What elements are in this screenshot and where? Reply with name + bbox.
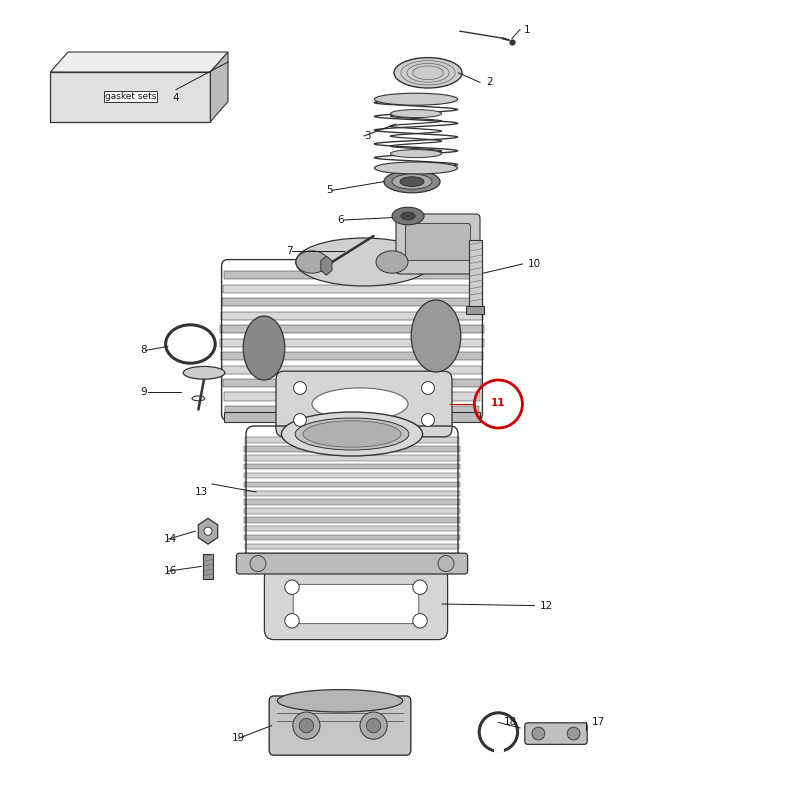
Ellipse shape bbox=[374, 162, 458, 174]
Bar bbox=[466, 306, 484, 314]
Ellipse shape bbox=[384, 170, 440, 193]
Text: 3: 3 bbox=[364, 131, 370, 141]
Bar bbox=[225, 406, 479, 414]
Bar bbox=[223, 379, 481, 387]
Bar bbox=[245, 534, 459, 540]
Bar bbox=[469, 240, 482, 306]
Text: 9: 9 bbox=[140, 387, 146, 397]
Bar bbox=[222, 298, 482, 306]
Polygon shape bbox=[198, 518, 218, 544]
Bar bbox=[244, 455, 460, 461]
Text: 10: 10 bbox=[528, 259, 541, 269]
Polygon shape bbox=[210, 52, 228, 122]
Ellipse shape bbox=[392, 174, 432, 190]
Bar bbox=[244, 482, 460, 487]
Ellipse shape bbox=[411, 300, 461, 372]
Bar bbox=[221, 338, 483, 346]
Ellipse shape bbox=[303, 421, 401, 447]
Ellipse shape bbox=[394, 58, 462, 88]
FancyBboxPatch shape bbox=[237, 554, 467, 574]
Ellipse shape bbox=[567, 727, 580, 740]
Text: gasket sets: gasket sets bbox=[105, 92, 156, 102]
Circle shape bbox=[422, 414, 434, 426]
Bar bbox=[244, 473, 460, 478]
Bar bbox=[244, 499, 460, 505]
Ellipse shape bbox=[390, 150, 442, 158]
FancyBboxPatch shape bbox=[265, 568, 448, 640]
Ellipse shape bbox=[401, 212, 415, 220]
FancyBboxPatch shape bbox=[269, 696, 411, 755]
Bar bbox=[245, 544, 459, 549]
Bar bbox=[245, 553, 459, 558]
Ellipse shape bbox=[295, 418, 409, 450]
Text: 17: 17 bbox=[592, 718, 606, 727]
Circle shape bbox=[360, 712, 387, 739]
Text: 14: 14 bbox=[164, 534, 178, 544]
Bar bbox=[224, 393, 480, 401]
Bar bbox=[244, 517, 460, 522]
Ellipse shape bbox=[374, 94, 458, 106]
Circle shape bbox=[299, 718, 314, 733]
Circle shape bbox=[204, 527, 212, 535]
Text: 19: 19 bbox=[232, 734, 246, 743]
Ellipse shape bbox=[296, 238, 432, 286]
Text: 7: 7 bbox=[286, 246, 293, 256]
Bar bbox=[221, 326, 483, 334]
Text: 13: 13 bbox=[194, 487, 208, 497]
Bar bbox=[223, 285, 481, 293]
Bar bbox=[244, 526, 460, 531]
Text: 5: 5 bbox=[326, 186, 333, 195]
Circle shape bbox=[294, 414, 306, 426]
Ellipse shape bbox=[532, 727, 545, 740]
Ellipse shape bbox=[312, 388, 408, 420]
Bar bbox=[243, 490, 461, 496]
Text: 12: 12 bbox=[540, 601, 554, 610]
Bar bbox=[245, 438, 459, 443]
Ellipse shape bbox=[296, 250, 328, 274]
Circle shape bbox=[438, 555, 454, 571]
Circle shape bbox=[422, 382, 434, 394]
Text: 8: 8 bbox=[140, 346, 146, 355]
Circle shape bbox=[250, 555, 266, 571]
FancyBboxPatch shape bbox=[406, 223, 470, 261]
Ellipse shape bbox=[243, 316, 285, 380]
Circle shape bbox=[285, 580, 299, 594]
Circle shape bbox=[294, 382, 306, 394]
Bar bbox=[224, 271, 480, 279]
Ellipse shape bbox=[392, 207, 424, 225]
Bar bbox=[50, 72, 210, 122]
Circle shape bbox=[285, 614, 299, 628]
FancyBboxPatch shape bbox=[525, 723, 587, 744]
Ellipse shape bbox=[376, 250, 408, 274]
FancyBboxPatch shape bbox=[294, 584, 419, 624]
Bar bbox=[244, 464, 460, 470]
Text: 2: 2 bbox=[486, 78, 493, 87]
Bar bbox=[245, 446, 459, 452]
Text: 1: 1 bbox=[524, 25, 530, 34]
Circle shape bbox=[366, 718, 381, 733]
Polygon shape bbox=[50, 52, 228, 72]
Ellipse shape bbox=[183, 366, 225, 379]
Ellipse shape bbox=[390, 110, 442, 118]
Text: 18: 18 bbox=[504, 718, 518, 727]
Text: 11: 11 bbox=[491, 398, 506, 408]
Text: 4: 4 bbox=[172, 93, 178, 102]
Circle shape bbox=[293, 712, 320, 739]
Circle shape bbox=[413, 580, 427, 594]
Bar bbox=[222, 312, 482, 320]
Ellipse shape bbox=[282, 412, 422, 456]
Bar bbox=[244, 508, 460, 514]
Ellipse shape bbox=[278, 690, 402, 712]
FancyBboxPatch shape bbox=[276, 371, 452, 437]
Polygon shape bbox=[321, 256, 332, 275]
Circle shape bbox=[413, 614, 427, 628]
Bar bbox=[203, 554, 213, 579]
FancyBboxPatch shape bbox=[224, 413, 480, 422]
Text: 6: 6 bbox=[338, 215, 344, 225]
Text: 16: 16 bbox=[164, 566, 178, 576]
Bar bbox=[222, 352, 482, 360]
Bar bbox=[222, 366, 482, 374]
FancyBboxPatch shape bbox=[396, 214, 480, 274]
Ellipse shape bbox=[400, 177, 424, 186]
